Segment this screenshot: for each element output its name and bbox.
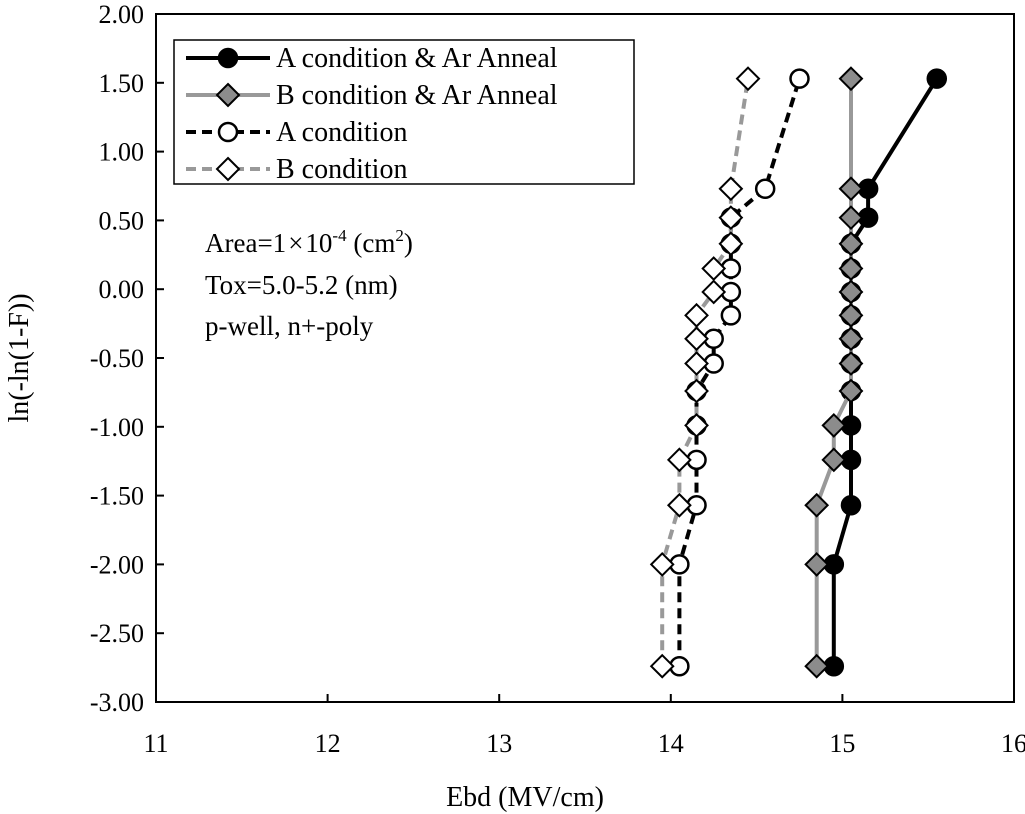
y-tick-label: -1.00 — [90, 413, 144, 442]
tox-annotation: Tox=5.0-5.2 (nm) — [205, 270, 398, 300]
b-condition-and-ar-anneal-point — [838, 231, 864, 257]
b-condition-point — [666, 447, 692, 473]
b-condition-and-ar-anneal-point — [821, 447, 847, 473]
b-condition-and-ar-anneal-point — [838, 256, 864, 281]
b-condition-point — [649, 653, 675, 679]
y-tick-label: 0.00 — [99, 275, 145, 304]
b-condition-and-ar-anneal-point — [804, 653, 830, 679]
b-condition-point — [666, 492, 692, 518]
y-tick-label: -2.00 — [90, 550, 144, 579]
b-condition-point — [684, 302, 709, 328]
y-tick-label: -1.50 — [90, 482, 144, 511]
b-condition-and-ar-anneal-point — [838, 378, 864, 404]
y-tick-label: -2.50 — [90, 619, 144, 648]
legend-label: A condition — [276, 117, 407, 148]
annotations: Area=1×10-4 (cm2) Tox=5.0-5.2 (nm) p-wel… — [205, 226, 413, 341]
axis-ticks: 2.00 1.50 1.00 0.50 0.00 -0.50 -1.00 -1.50 -2.00… — [90, 0, 1025, 758]
series-b-condition — [649, 66, 761, 679]
b-condition-point — [718, 205, 744, 231]
b-condition-point — [684, 413, 709, 438]
legend: A condition & Ar Anneal B condition & Ar … — [173, 39, 635, 185]
x-tick-label: 14 — [658, 729, 684, 758]
b-condition-point — [684, 326, 709, 352]
y-tick-label: 1.50 — [99, 69, 145, 98]
a-condition-point — [720, 305, 742, 326]
b-condition-point — [718, 231, 744, 257]
b-condition-and-ar-anneal-point — [838, 66, 864, 92]
legend-label: A condition & Ar Anneal — [276, 43, 558, 74]
b-condition-point — [684, 351, 709, 376]
y-axis-title: ln(-ln(1-F)) — [4, 293, 35, 422]
x-tick-label: 15 — [829, 729, 855, 758]
a-condition-point — [789, 68, 810, 89]
legend-a-condition-and-ar-anneal-point — [217, 47, 239, 69]
well-annotation: p-well, n+-poly — [205, 311, 374, 341]
b-condition-point — [718, 176, 744, 202]
a-condition-and-ar-anneal-point — [926, 68, 948, 89]
series-b-condition-and-ar-anneal — [804, 66, 864, 679]
b-condition-and-ar-anneal-point — [804, 551, 830, 577]
series-line-b-condition — [660, 78, 750, 667]
legend-box — [173, 39, 635, 185]
legend-entry-b-condition: B condition — [186, 154, 407, 185]
y-tick-label: 0.50 — [99, 206, 145, 235]
b-condition-and-ar-anneal-point — [821, 413, 847, 438]
b-condition-point — [649, 551, 675, 577]
a-condition-point — [754, 178, 776, 200]
x-tick-label: 11 — [143, 729, 168, 758]
b-condition-point — [735, 66, 761, 92]
b-condition-point — [684, 378, 709, 404]
y-tick-label: 2.00 — [99, 0, 145, 29]
legend-label: B condition — [276, 154, 407, 185]
b-condition-and-ar-anneal-point — [804, 492, 830, 518]
legend-entry-b-condition-and-ar-anneal: B condition & Ar Anneal — [186, 80, 558, 111]
area-annotation: Area=1×10-4 (cm2) — [205, 226, 413, 258]
legend-a-condition-point — [217, 121, 239, 143]
series-a-condition-and-ar-anneal — [823, 68, 948, 677]
legend-label: B condition & Ar Anneal — [276, 80, 558, 111]
y-tick-label: -0.50 — [90, 344, 144, 373]
b-condition-and-ar-anneal-point — [838, 351, 864, 376]
x-tick-label: 16 — [1001, 729, 1025, 758]
x-tick-label: 12 — [315, 729, 341, 758]
b-condition-point — [701, 256, 727, 281]
legend-entry-a-condition: A condition — [186, 117, 407, 148]
b-condition-and-ar-anneal-point — [838, 205, 864, 231]
series-a-condition — [669, 68, 810, 677]
x-axis-title: Ebd (MV/cm) — [446, 782, 604, 813]
y-tick-label: 1.00 — [99, 138, 145, 167]
a-condition-and-ar-anneal-point — [840, 494, 862, 516]
legend-entry-a-condition-and-ar-anneal: A condition & Ar Anneal — [186, 43, 558, 74]
b-condition-and-ar-anneal-point — [838, 176, 864, 202]
b-condition-and-ar-anneal-point — [838, 326, 864, 352]
b-condition-point — [701, 279, 727, 305]
legend-b-condition-point — [215, 156, 241, 182]
b-condition-and-ar-anneal-point — [838, 279, 864, 305]
y-tick-label: -3.00 — [90, 688, 144, 717]
series-layer — [649, 66, 948, 679]
b-condition-and-ar-anneal-point — [838, 302, 864, 328]
legend-b-condition-and-ar-anneal-point — [215, 82, 241, 108]
x-tick-label: 13 — [486, 729, 512, 758]
